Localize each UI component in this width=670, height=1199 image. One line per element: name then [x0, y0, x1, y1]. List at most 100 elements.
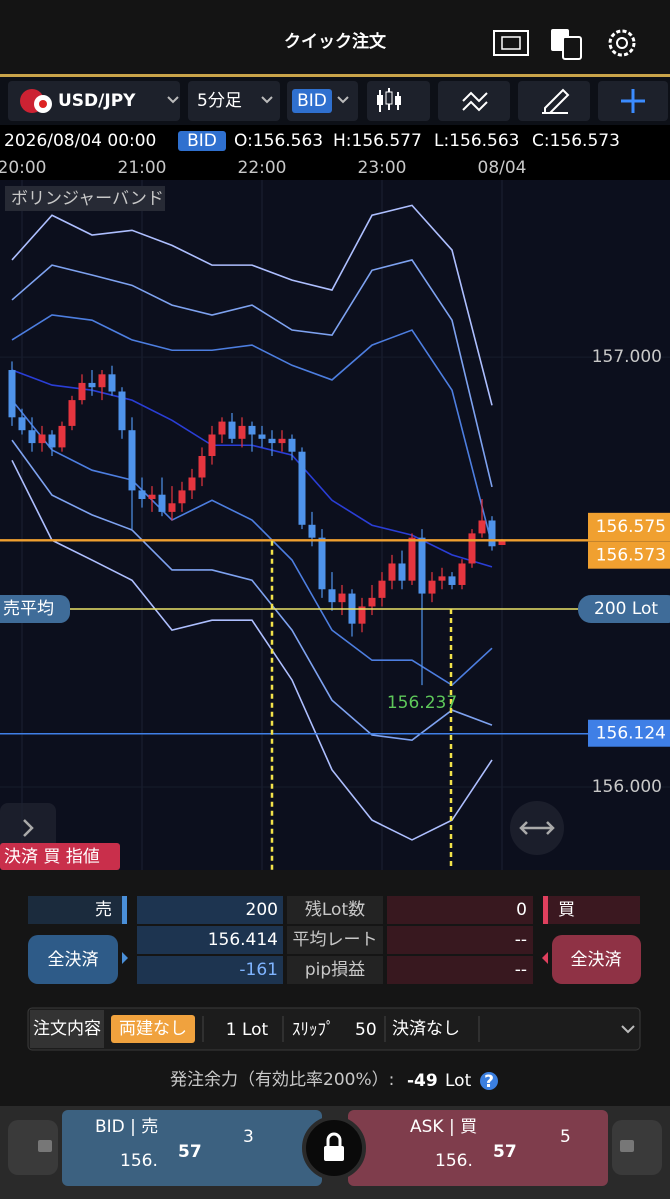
- symbol: USD/JPY: [58, 91, 136, 111]
- candle-body: [358, 606, 366, 624]
- candle-body: [178, 490, 186, 504]
- low-marker: 156.237: [387, 693, 457, 713]
- ask-small: 5: [560, 1127, 571, 1147]
- indicator-button[interactable]: [438, 81, 510, 121]
- position-grid: [137, 896, 533, 984]
- draw-button[interactable]: [518, 81, 590, 121]
- settings-icon[interactable]: [608, 29, 636, 57]
- order-settings[interactable]: [27, 1007, 641, 1051]
- zoom-toggle[interactable]: [510, 801, 564, 855]
- candle-body: [288, 438, 296, 452]
- screen-title: クイック注文: [284, 31, 387, 52]
- candle-body: [268, 438, 276, 444]
- candle-body: [378, 580, 386, 598]
- margin-label: 発注余力（有効比率200%）:: [170, 1070, 394, 1090]
- candle-body: [498, 540, 506, 545]
- buy-lots: 0: [516, 900, 527, 920]
- price-type-select[interactable]: [287, 81, 358, 121]
- pips-label: pip損益: [305, 960, 365, 980]
- candle-body: [38, 434, 46, 444]
- candle-body: [128, 430, 136, 491]
- x-tick-label: 21:00: [118, 158, 167, 178]
- lock-button[interactable]: [302, 1116, 366, 1180]
- sell-lots: 200: [246, 900, 278, 920]
- candle-body: [458, 563, 466, 585]
- buy-header: [543, 896, 640, 924]
- band-line: [11, 439, 493, 742]
- dropdown-arrows: [167, 96, 421, 104]
- candle-body: [298, 451, 306, 525]
- crosshair-button[interactable]: [598, 81, 668, 121]
- ask-lock[interactable]: [612, 1120, 662, 1175]
- x-tick-label: 20:00: [0, 158, 47, 178]
- buy-label: 買: [558, 900, 575, 920]
- ohlc-low: L:156.563: [434, 131, 520, 151]
- layout-icon[interactable]: [493, 30, 529, 56]
- candle-body: [118, 391, 126, 431]
- split-icon[interactable]: [551, 29, 582, 60]
- candle-body: [108, 374, 116, 392]
- candle-body: [148, 494, 156, 499]
- close-all-sell[interactable]: [28, 935, 128, 984]
- indicator-box: [5, 186, 165, 211]
- settings-label: 注文内容: [33, 1019, 101, 1039]
- band-line: [11, 204, 493, 406]
- timeframe-select[interactable]: [188, 81, 280, 121]
- close-all-sell-label: 全決済: [48, 950, 99, 970]
- candle-body: [188, 477, 196, 491]
- band-line: [11, 314, 493, 546]
- candle-body: [308, 524, 316, 538]
- x-tick-label: 23:00: [358, 158, 407, 178]
- bid-lock[interactable]: [8, 1120, 58, 1175]
- position-right-bg: [578, 595, 670, 624]
- scroll-left[interactable]: [0, 803, 56, 853]
- timeframe: 5分足: [197, 91, 242, 111]
- candle-body: [478, 520, 486, 534]
- candle-body: [78, 382, 86, 401]
- price-label: 156.124: [596, 724, 666, 744]
- bid-label: BID | 売: [95, 1117, 158, 1137]
- candle-body: [398, 563, 406, 581]
- help-icon[interactable]: ?: [480, 1072, 498, 1092]
- candle-body: [488, 520, 496, 547]
- candle-body: [238, 425, 246, 439]
- candle-body: [8, 370, 16, 418]
- candle-body: [368, 597, 376, 607]
- candle-body: [338, 593, 346, 603]
- slip: 50: [355, 1020, 377, 1040]
- candle-body: [48, 434, 56, 448]
- sell-label: 売: [95, 900, 112, 920]
- bid-main: 57: [178, 1142, 202, 1162]
- y-tick-label: 156.000: [592, 777, 662, 797]
- band-line: [11, 399, 493, 687]
- close-all-buy[interactable]: [542, 935, 641, 984]
- ask-button[interactable]: [348, 1110, 608, 1186]
- symbol-select[interactable]: [8, 81, 180, 121]
- ohlc-high: H:156.577: [333, 131, 422, 151]
- lot: 1 Lot: [226, 1020, 269, 1040]
- info-bar: [0, 126, 670, 180]
- candle-body: [428, 580, 436, 594]
- candle-body: [68, 400, 76, 426]
- candle-body: [388, 563, 396, 581]
- candle-body: [318, 537, 326, 590]
- hedge: 両建なし: [119, 1019, 187, 1039]
- chart-type-select[interactable]: [367, 81, 430, 121]
- bid-button[interactable]: [62, 1110, 322, 1186]
- bid-small: 3: [243, 1127, 254, 1147]
- ohlc-badge-bg: [178, 131, 226, 151]
- price-label-bg: [588, 719, 670, 747]
- candle-body: [88, 382, 96, 388]
- ohlc-badge: BID: [187, 131, 217, 151]
- position-right-label: 200 Lot: [594, 599, 658, 619]
- bid-big: 156.: [120, 1151, 158, 1171]
- candle-body: [218, 421, 226, 435]
- candle-body: [438, 576, 446, 581]
- candle-body: [328, 589, 336, 603]
- price-label: 156.573: [596, 546, 666, 566]
- candle-body: [408, 537, 416, 581]
- ohlc-open: O:156.563: [234, 131, 323, 151]
- x-tick-label: 22:00: [238, 158, 287, 178]
